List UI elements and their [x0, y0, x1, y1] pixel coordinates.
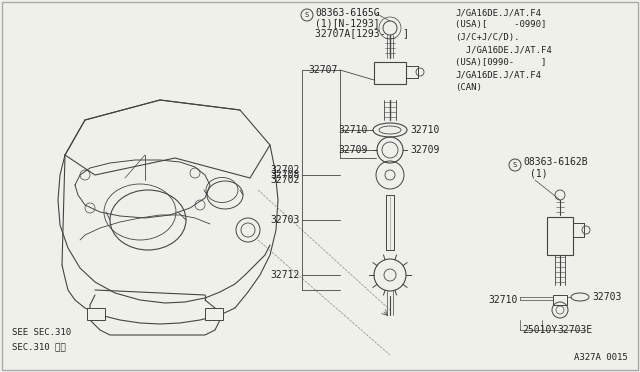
Text: 32702: 32702	[271, 165, 300, 175]
Text: 32710: 32710	[488, 295, 518, 305]
Text: 32707: 32707	[308, 65, 338, 75]
Text: SEC.310 参照: SEC.310 参照	[12, 342, 66, 351]
Text: (1)[N-1293]: (1)[N-1293]	[315, 18, 380, 28]
Text: 32709: 32709	[410, 145, 440, 155]
Text: S: S	[513, 162, 517, 168]
Bar	[205, 308, 223, 320]
Text: S: S	[305, 12, 309, 18]
Text: 32708: 32708	[271, 170, 300, 180]
Text: 32710: 32710	[410, 125, 440, 135]
Text: (1): (1)	[530, 169, 548, 179]
Text: 08363-6162B: 08363-6162B	[523, 157, 588, 167]
Bar	[374, 62, 406, 84]
Text: 32709: 32709	[338, 145, 367, 155]
Text: SEE SEC.310: SEE SEC.310	[12, 328, 71, 337]
Text: A327A 0015: A327A 0015	[574, 353, 628, 362]
Text: 32703: 32703	[592, 292, 621, 302]
Text: 32703E: 32703E	[557, 325, 593, 335]
Text: 32710: 32710	[338, 125, 367, 135]
Text: J/GA16DE.J/AT.F4
(USA)[     -0990]
(J/C+J/C/D).
  J/GA16DE.J/AT.F4
(USA)[0990-  : J/GA16DE.J/AT.F4 (USA)[ -0990] (J/C+J/C/…	[455, 8, 552, 92]
Text: 08363-6165G: 08363-6165G	[315, 8, 380, 18]
Text: 32712: 32712	[271, 270, 300, 280]
Text: 32703: 32703	[271, 215, 300, 225]
Bar	[553, 295, 567, 305]
Text: 25010Y: 25010Y	[522, 325, 557, 335]
Bar	[87, 308, 105, 320]
Bar	[547, 217, 573, 255]
Text: 32702: 32702	[271, 175, 300, 185]
Text: 32707A[1293-   ]: 32707A[1293- ]	[315, 28, 409, 38]
